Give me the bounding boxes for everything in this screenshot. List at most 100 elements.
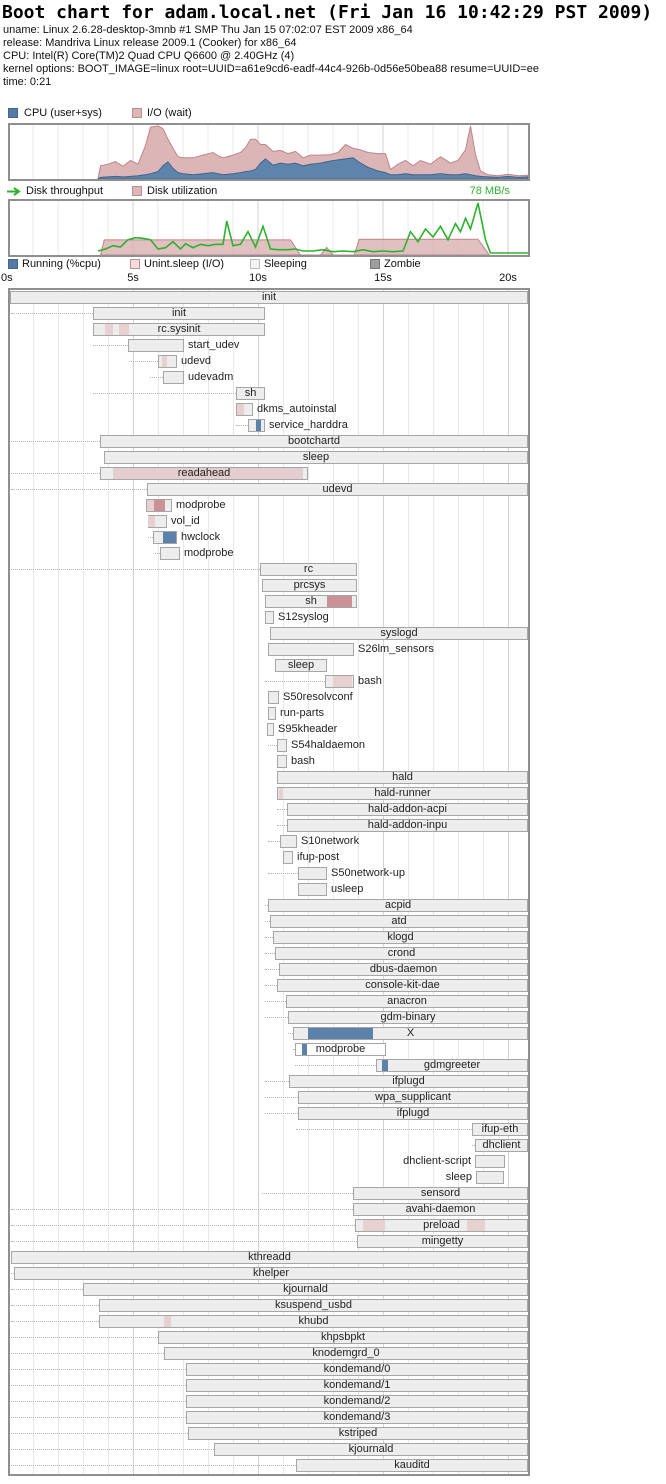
process-row: khelper [10,1266,528,1282]
process-row: bash [10,754,528,770]
process-bar [163,371,184,384]
process-row: S95kheader [10,722,528,738]
fork-connector-line [11,1273,14,1274]
process-bar [296,1459,528,1472]
process-row: ifup-post [10,850,528,866]
fork-connector-line [265,905,268,906]
process-row: dkms_autoinstal [10,402,528,418]
process-label: ifplugd [396,1107,430,1119]
process-bar [357,1235,528,1248]
process-label: khubd [298,1315,329,1327]
process-label: avahi-daemon [405,1203,476,1215]
process-label: ksuspend_usbd [274,1299,353,1311]
process-row: rc [10,562,528,578]
process-label: S50resolvconf [283,691,353,703]
state-legend-label: Unint.sleep (I/O) [144,258,225,270]
fork-connector-line [11,1449,214,1450]
process-label: anacron [387,995,427,1007]
disk-chart-legend: Disk throughput Disk utilization 78 MB/s [0,185,666,199]
process-label: rc [303,563,314,575]
process-bar [275,659,327,672]
process-label: hwclock [181,531,221,543]
process-bar [277,771,528,784]
fork-connector-line [268,841,280,842]
process-row: dhclient [10,1138,528,1154]
uname-line: uname: Linux 2.6.28-desktop-3mnb #1 SMP … [3,24,413,36]
process-bar [160,547,180,560]
release-line: release: Mandriva Linux release 2009.1 (… [3,37,297,49]
process-row: khubd [10,1314,528,1330]
process-row: udevd [10,482,528,498]
process-bar [186,1363,528,1376]
fork-connector-line [236,425,248,426]
process-label: run-parts [280,707,325,719]
process-label: S26lm_sensors [358,643,434,655]
process-row: dhclient-script [10,1154,528,1170]
process-label: gdm-binary [380,1011,436,1023]
process-row: preload [10,1218,528,1234]
state-legend-label: Running (%cpu) [22,258,101,270]
tree-gridline [183,290,184,1474]
process-bar [476,1171,504,1184]
process-bar [186,1411,528,1424]
state-segment-pink [119,324,129,335]
process-state-legend: Running (%cpu) Unint.sleep (I/O) Sleeping Z… [0,258,666,272]
process-bar [153,531,177,544]
process-bar [186,1395,528,1408]
state-segment-pink [162,356,167,367]
process-row: prcsys [10,578,528,594]
fork-connector-line [262,1193,353,1194]
fork-connector-line [11,1241,357,1242]
fork-connector-line [265,1113,298,1114]
process-bar [376,1059,528,1072]
state-segment-blue [382,1060,388,1071]
process-bar [275,947,528,960]
fork-connector-line [265,985,277,986]
process-bar [11,1251,528,1264]
fork-connector-line [148,537,153,538]
process-label: atd [391,915,407,927]
process-row: hwclock [10,530,528,546]
process-bar [472,1123,528,1136]
process-row: sleep [10,1170,528,1186]
process-label: hald-runner [374,787,431,799]
state-legend-label: Sleeping [264,258,307,270]
process-bar [267,723,274,736]
process-row: rc.sysinit [10,322,528,338]
tree-gridline [233,290,234,1474]
time-tick-label: 5s [127,272,139,284]
process-label: service_harddra [269,419,348,431]
cpu-usage-plot [32,125,528,179]
process-label: init [261,291,277,303]
process-bar [280,835,297,848]
time-axis: 0s 5s 10s 15s 20s [0,272,666,285]
process-bar [289,1075,528,1088]
process-label: udevd [322,483,353,495]
state-segment-blue [163,532,176,543]
process-label: hald [392,771,413,783]
process-bar [10,291,528,304]
fork-connector-line [11,569,260,570]
process-bar [248,419,265,432]
fork-connector-line [265,1097,298,1098]
process-bar [475,1155,505,1168]
process-bar [268,643,354,656]
disk-throughput-label: Disk throughput [26,185,104,197]
process-label: acpid [384,899,412,911]
process-row: kondemand/2 [10,1394,528,1410]
process-bar [298,1107,528,1120]
fork-connector-line [265,1001,286,1002]
time-tick-label: 10s [249,272,267,284]
process-row: S26lm_sensors [10,642,528,658]
process-row: modprobe [10,498,528,514]
process-bar [147,483,528,496]
process-label: khelper [252,1267,290,1279]
process-row: avahi-daemon [10,1202,528,1218]
process-label: kondemand/0 [323,1363,391,1375]
fork-connector-line [265,1017,288,1018]
fork-connector-line [288,1033,293,1034]
process-label: ifplugd [392,1075,425,1087]
process-row: ifplugd [10,1106,528,1122]
process-row: gdm-binary [10,1010,528,1026]
